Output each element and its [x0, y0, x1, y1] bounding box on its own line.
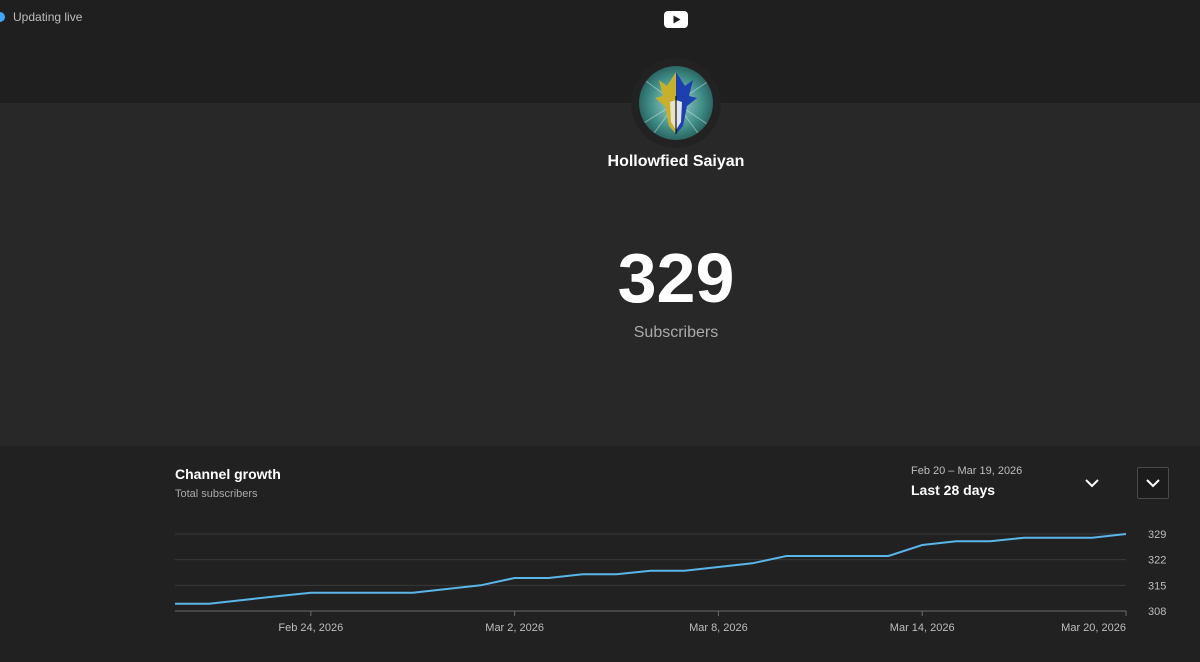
expand-chart-button[interactable]	[1137, 467, 1169, 499]
y-tick-label: 308	[1148, 606, 1166, 618]
x-tick-label: Feb 24, 2026	[278, 622, 343, 634]
youtube-logo-icon[interactable]	[664, 11, 688, 28]
date-range-dates: Feb 20 – Mar 19, 2026	[911, 465, 1023, 477]
live-dot-icon	[0, 12, 5, 22]
x-tick-label: Mar 20, 2026	[1061, 622, 1126, 634]
avatar[interactable]	[639, 66, 713, 140]
x-tick-label: Mar 14, 2026	[890, 622, 955, 634]
avatar-image	[639, 66, 713, 140]
date-range-dropdown[interactable]	[1080, 473, 1104, 493]
live-status: Updating live	[0, 10, 82, 24]
subscriber-count: 329	[617, 239, 735, 317]
x-tick-label: Mar 2, 2026	[485, 622, 544, 634]
chart-title: Channel growth	[175, 466, 281, 482]
live-status-label: Updating live	[13, 10, 83, 24]
y-tick-label: 329	[1148, 529, 1166, 541]
growth-chart: 308 315 322 329 Feb 24, 2026 Mar 2, 2026 Mar 8…	[175, 529, 1166, 634]
chevron-down-icon	[1085, 478, 1099, 487]
y-tick-label: 315	[1148, 580, 1166, 592]
subscriber-label: Subscribers	[633, 324, 719, 341]
series-line	[175, 533, 1127, 605]
channel-name: Hollowfied Saiyan	[607, 153, 745, 170]
x-tick-label: Mar 8, 2026	[689, 622, 748, 634]
chevron-down-icon	[1146, 478, 1160, 487]
chart-subtitle: Total subscribers	[175, 488, 258, 500]
growth-panel	[0, 446, 1200, 662]
date-range-label: Last 28 days	[911, 482, 996, 498]
y-tick-label: 322	[1148, 555, 1166, 567]
top-bar	[0, 0, 1200, 103]
